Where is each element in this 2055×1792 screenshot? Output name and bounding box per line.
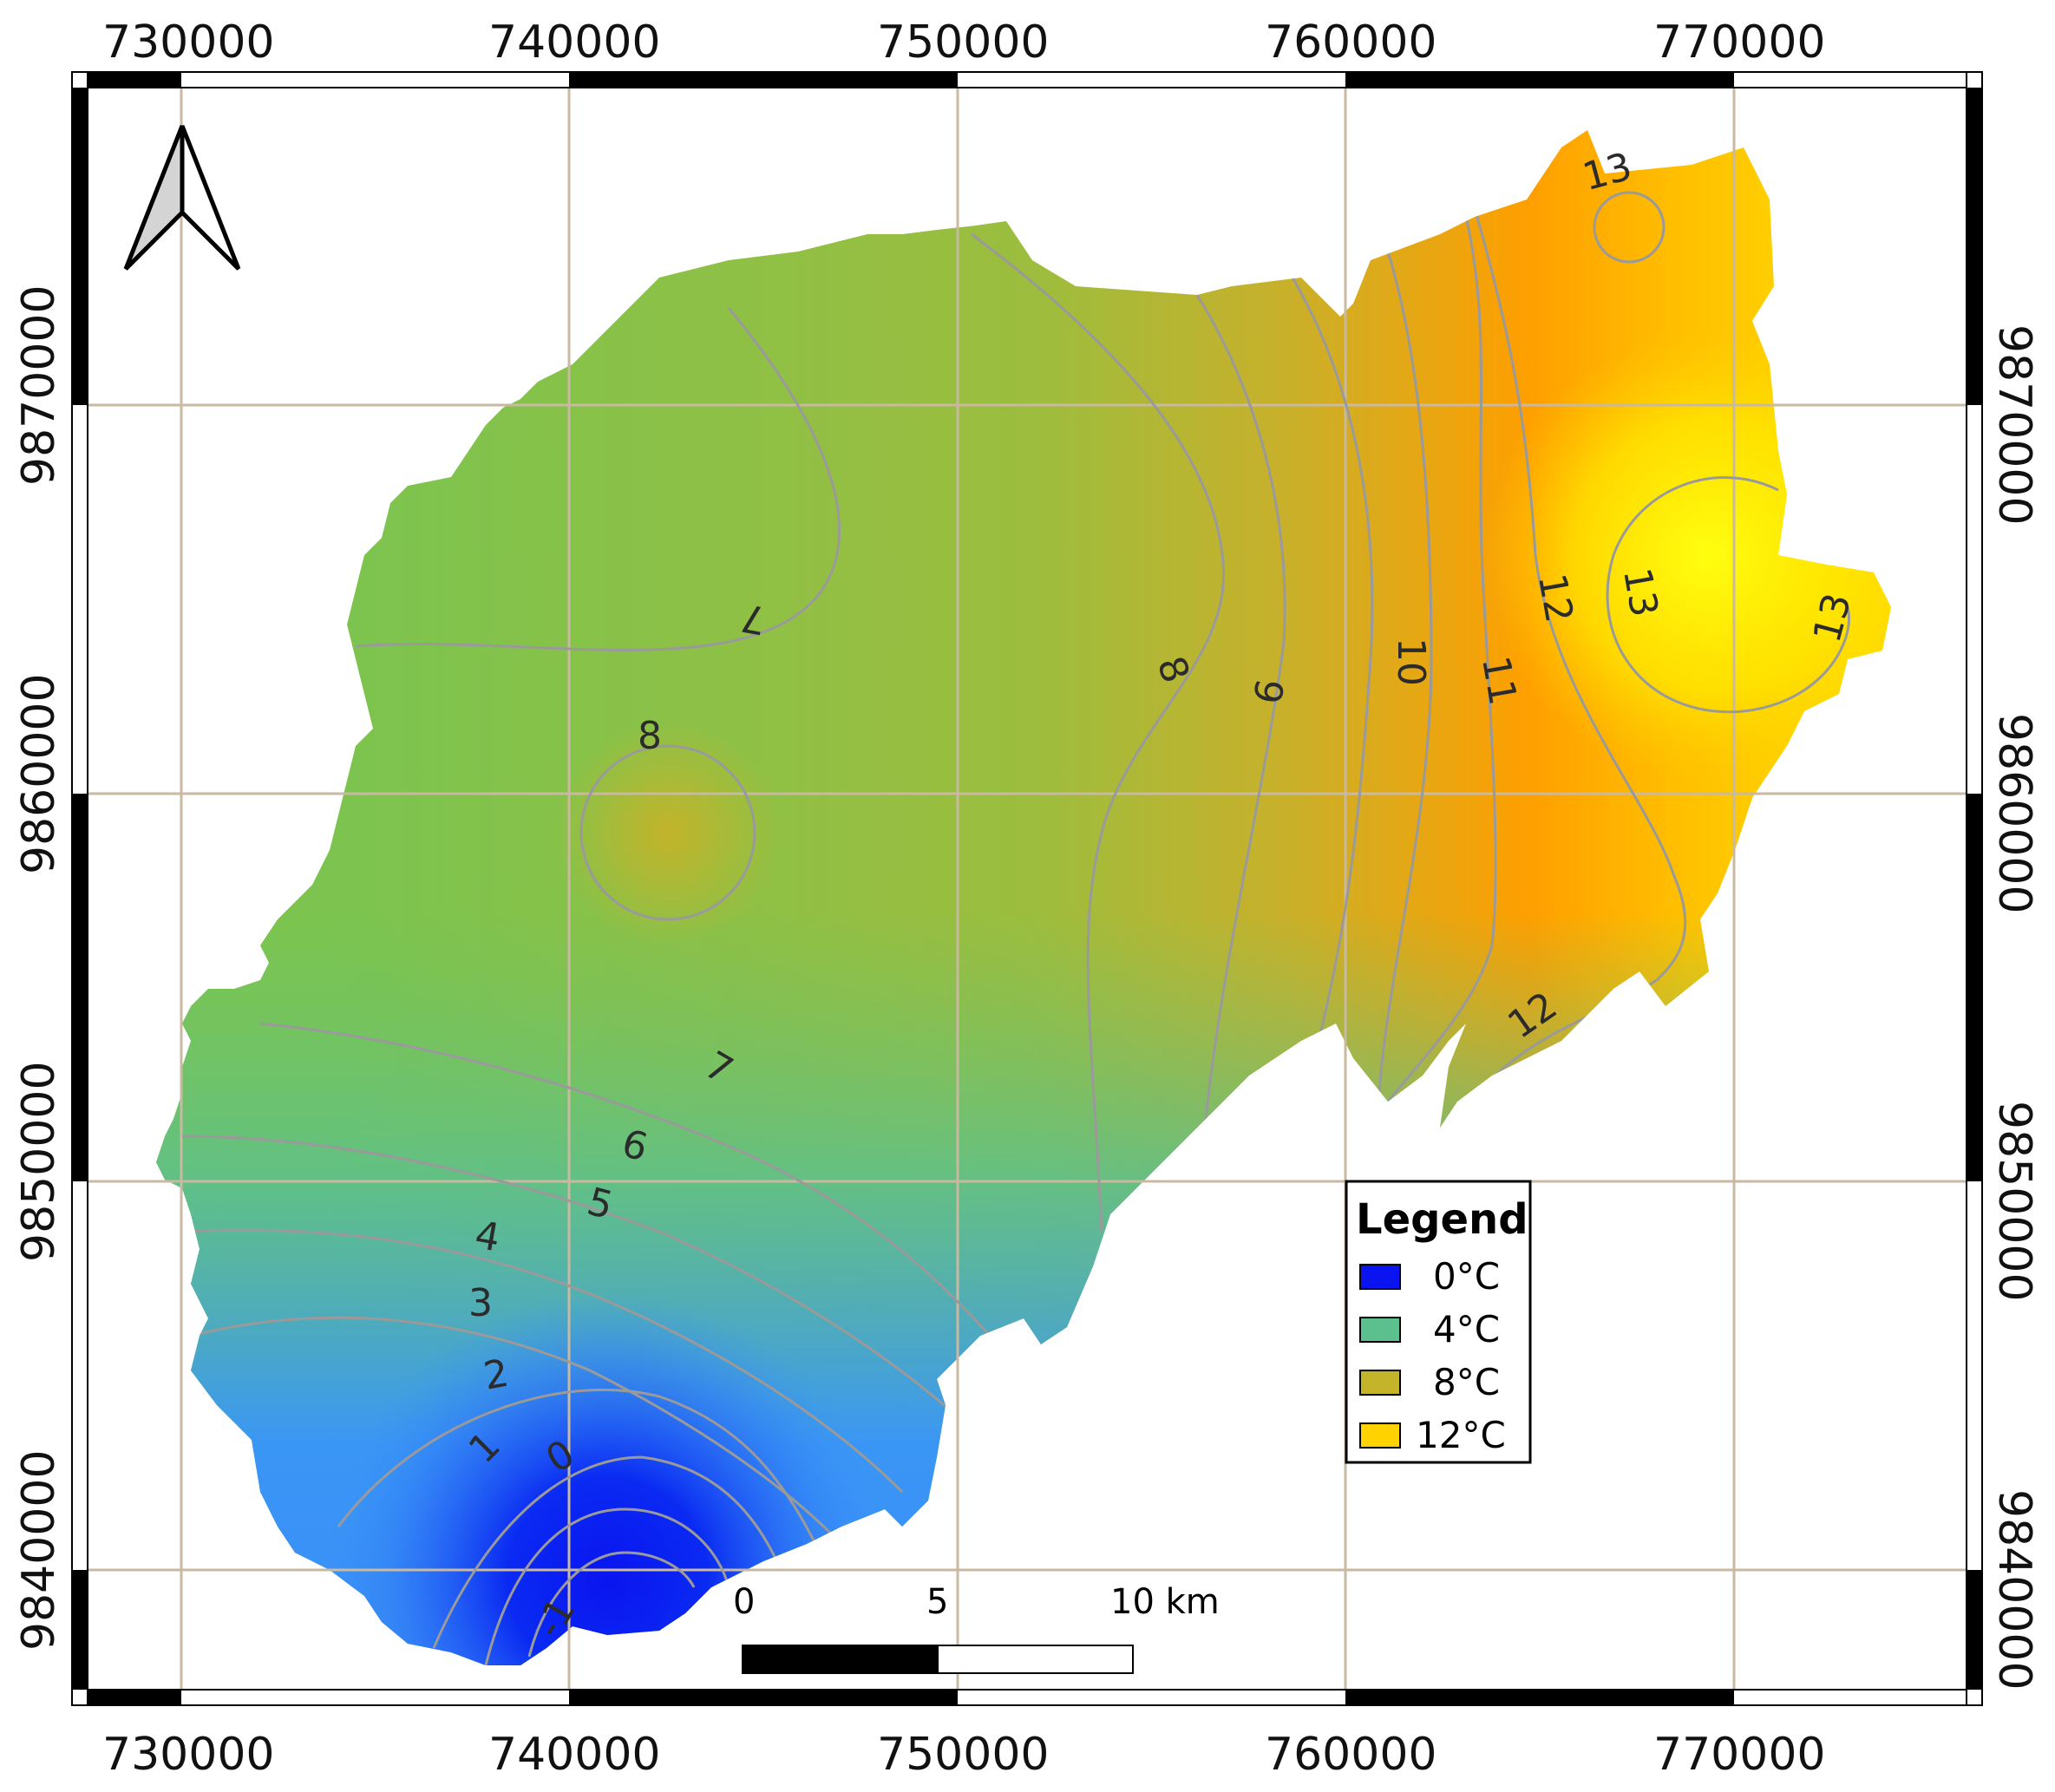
scale-bar: 0 5 10 km bbox=[733, 1582, 1220, 1674]
left-y-labels: 9870000 9860000 9850000 9840000 bbox=[13, 284, 65, 1651]
contour-label: 3 bbox=[468, 1281, 493, 1325]
x-tick-label: 770000 bbox=[1653, 1729, 1826, 1781]
contour-label: 8 bbox=[638, 714, 662, 758]
legend-label: 12°C bbox=[1416, 1414, 1506, 1456]
x-tick-label: 760000 bbox=[1265, 16, 1437, 69]
y-tick-label: 9860000 bbox=[13, 673, 65, 874]
x-tick-label: 770000 bbox=[1653, 16, 1826, 69]
bottom-x-labels: 730000 740000 750000 760000 770000 bbox=[102, 1729, 1826, 1781]
y-tick-label: 9860000 bbox=[1988, 713, 2040, 914]
y-tick-label: 9870000 bbox=[1988, 324, 2040, 526]
x-tick-label: 760000 bbox=[1265, 1729, 1437, 1781]
y-tick-label: 9840000 bbox=[13, 1449, 65, 1651]
map-border bbox=[71, 71, 1983, 1706]
contour-label: 13 bbox=[1614, 565, 1666, 620]
x-tick-label: 750000 bbox=[877, 16, 1050, 69]
right-y-labels: 9870000 9860000 9850000 9840000 bbox=[1988, 324, 2040, 1691]
legend-label: 4°C bbox=[1433, 1308, 1500, 1351]
legend-swatch bbox=[1359, 1317, 1401, 1343]
x-tick-label: 740000 bbox=[488, 1729, 661, 1781]
x-tick-label: 730000 bbox=[102, 1729, 275, 1781]
contour-label: 11 bbox=[1473, 653, 1525, 709]
top-x-labels: 730000 740000 750000 760000 770000 bbox=[102, 16, 1826, 69]
legend-swatch bbox=[1359, 1370, 1401, 1396]
north-arrow-icon bbox=[123, 125, 241, 271]
scale-label: 0 bbox=[733, 1582, 755, 1622]
legend: Legend 0°C 4°C 8°C 12°C bbox=[1345, 1180, 1532, 1464]
legend-title: Legend bbox=[1356, 1195, 1528, 1244]
contour-label: 10 bbox=[1389, 638, 1433, 686]
scale-label: 5 bbox=[926, 1582, 948, 1622]
legend-swatch bbox=[1359, 1422, 1401, 1449]
y-tick-label: 9850000 bbox=[1988, 1101, 2040, 1302]
y-tick-label: 9840000 bbox=[1988, 1489, 2040, 1691]
legend-label: 0°C bbox=[1433, 1255, 1500, 1298]
y-tick-label: 9870000 bbox=[13, 284, 65, 486]
x-tick-label: 730000 bbox=[102, 16, 275, 69]
x-tick-label: 750000 bbox=[877, 1729, 1050, 1781]
contour-label: 12 bbox=[1529, 571, 1581, 626]
x-tick-label: 740000 bbox=[488, 16, 661, 69]
isotherm-contours bbox=[181, 191, 1850, 1665]
legend-label: 8°C bbox=[1433, 1361, 1500, 1403]
legend-swatch bbox=[1359, 1264, 1401, 1290]
y-tick-label: 9850000 bbox=[13, 1061, 65, 1262]
scale-label: 10 km bbox=[1110, 1582, 1220, 1622]
